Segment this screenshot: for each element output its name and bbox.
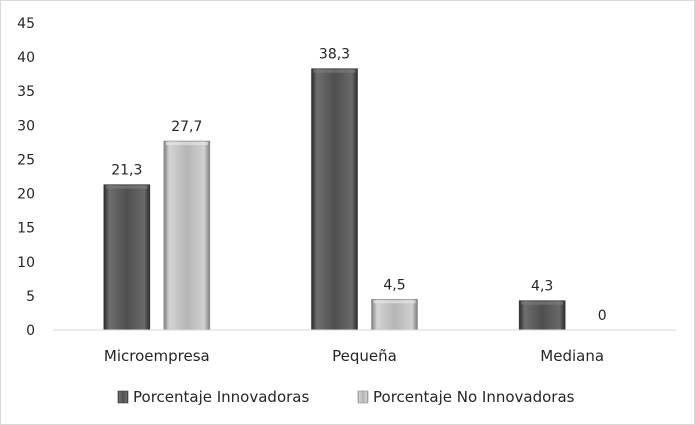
bar-innovadoras <box>311 68 358 331</box>
x-category-label: Pequeña <box>332 347 397 365</box>
bar-bevel <box>105 185 148 189</box>
y-tick-label: 35 <box>17 84 35 100</box>
bar-bevel <box>521 301 564 305</box>
legend-label: Porcentaje Innovadoras <box>133 388 309 406</box>
y-tick-label: 15 <box>17 221 35 237</box>
data-label: 21,3 <box>111 163 142 179</box>
y-tick-label: 0 <box>26 323 35 339</box>
y-tick-label: 40 <box>17 50 35 66</box>
bar-innovadoras <box>518 300 566 331</box>
y-tick-label: 10 <box>17 255 35 271</box>
data-label: 4,3 <box>531 279 553 295</box>
bar-bevel <box>373 300 416 304</box>
x-category-label: Mediana <box>540 347 604 365</box>
y-tick-label: 30 <box>17 118 35 134</box>
bar-no-innovadoras <box>371 298 418 331</box>
data-label: 0 <box>598 308 607 324</box>
data-label: 38,3 <box>319 47 350 63</box>
x-category-label: Microempresa <box>104 347 210 365</box>
bar-bevel <box>165 142 208 146</box>
y-tick-label: 25 <box>17 152 35 168</box>
legend-swatch-innovadoras <box>117 390 129 404</box>
bar-no-innovadoras <box>163 140 211 331</box>
data-label: 4,5 <box>383 277 405 293</box>
bar-bevel <box>313 69 356 73</box>
bar-innovadoras <box>103 184 151 331</box>
data-label: 27,7 <box>171 119 202 135</box>
y-tick-label: 45 <box>17 16 35 32</box>
y-tick-label: 20 <box>17 187 35 203</box>
legend-swatch-no-innovadoras <box>357 390 369 404</box>
legend-label: Porcentaje No Innovadoras <box>373 388 575 406</box>
y-tick-label: 5 <box>26 289 35 305</box>
